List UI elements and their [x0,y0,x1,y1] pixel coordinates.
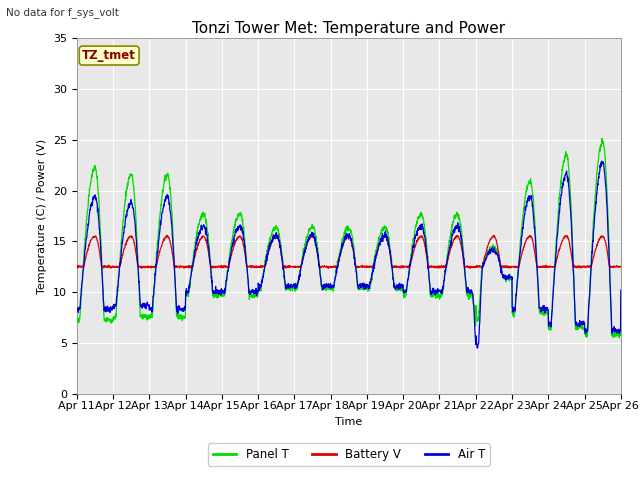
Text: TZ_tmet: TZ_tmet [82,49,136,62]
Legend: Panel T, Battery V, Air T: Panel T, Battery V, Air T [208,444,490,466]
X-axis label: Time: Time [335,417,362,427]
Text: No data for f_sys_volt: No data for f_sys_volt [6,7,119,18]
Y-axis label: Temperature (C) / Power (V): Temperature (C) / Power (V) [37,138,47,294]
Title: Tonzi Tower Met: Temperature and Power: Tonzi Tower Met: Temperature and Power [192,21,506,36]
